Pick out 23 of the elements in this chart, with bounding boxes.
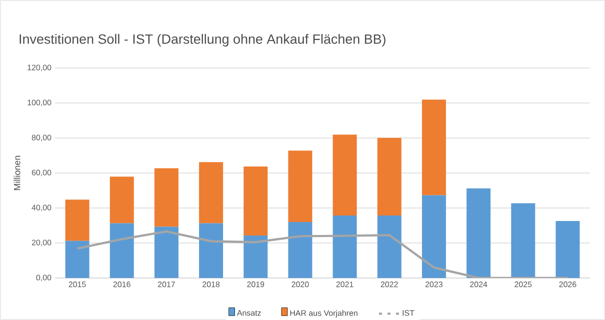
bar	[199, 162, 224, 224]
bar	[110, 223, 134, 278]
bar	[154, 226, 178, 278]
bar	[556, 220, 580, 278]
chart-title: Investitionen Soll - IST (Darstellung ohne Ankauf Flächen BB)	[20, 34, 386, 47]
bar	[65, 200, 90, 241]
bar	[288, 150, 312, 222]
bar	[332, 216, 357, 278]
bar	[377, 138, 402, 216]
bar	[154, 168, 178, 227]
bar	[511, 203, 536, 278]
bar	[244, 235, 268, 278]
bar	[65, 240, 90, 278]
bar	[422, 100, 446, 196]
bar	[377, 216, 402, 278]
y-axis-title: Millionen	[14, 156, 20, 190]
bar	[422, 195, 446, 278]
bar	[199, 223, 224, 278]
bar	[244, 166, 268, 236]
bar	[332, 134, 357, 216]
bar	[110, 176, 134, 224]
bar	[288, 222, 312, 278]
bar	[466, 188, 491, 278]
